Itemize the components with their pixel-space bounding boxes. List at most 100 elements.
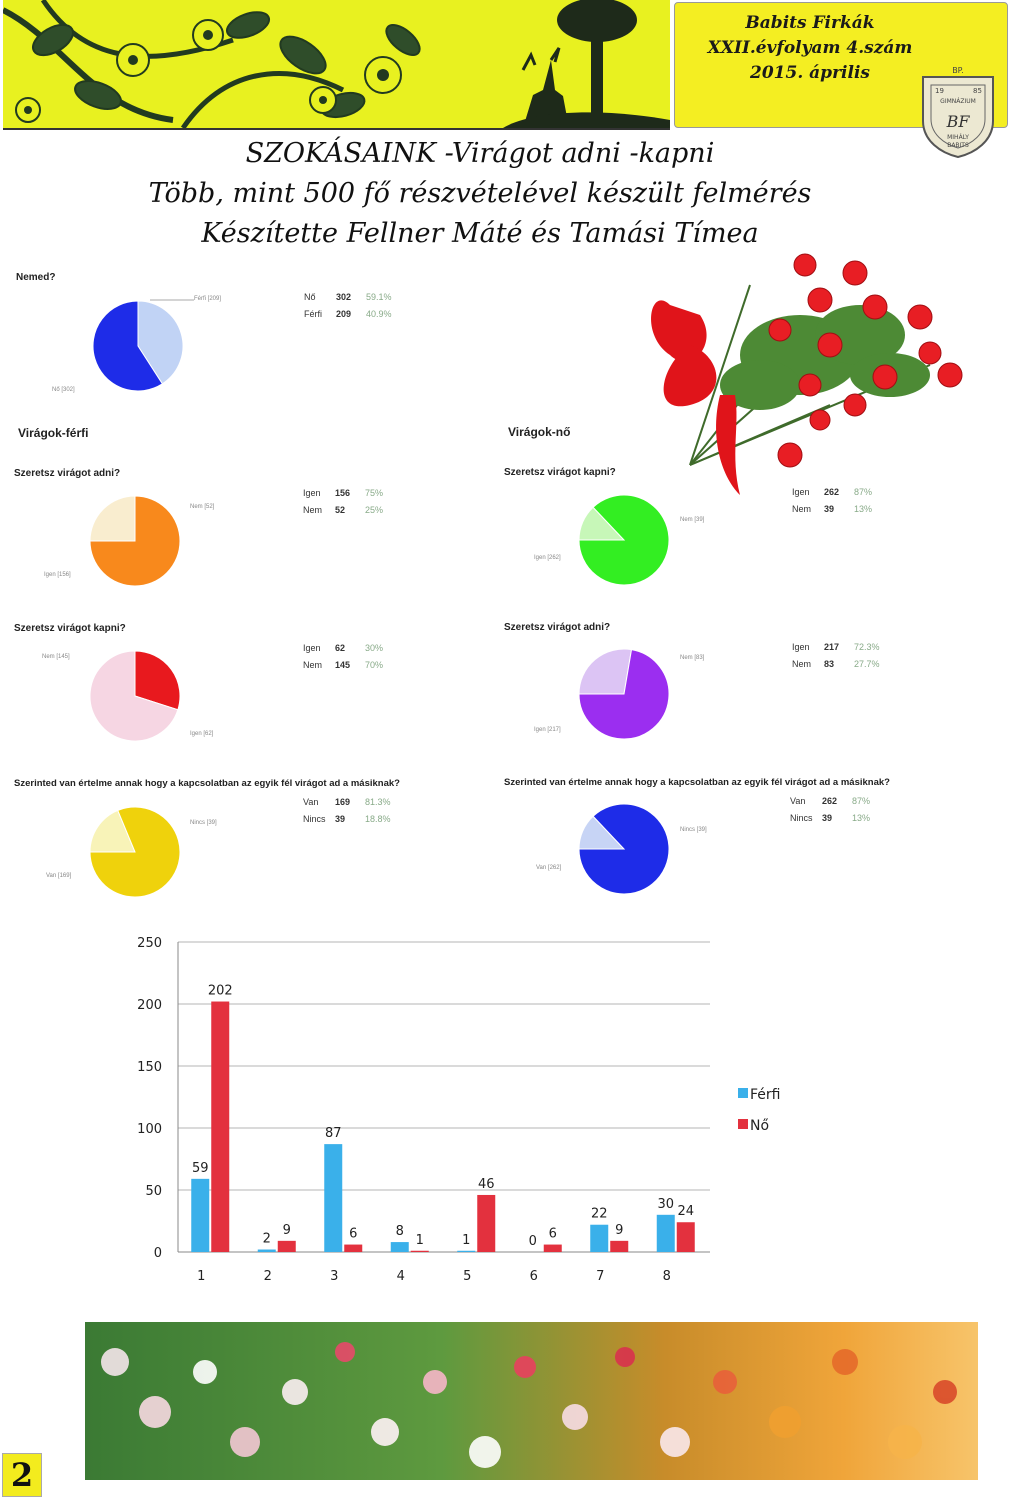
- pie-slice-nem: [578, 648, 633, 695]
- women-q3-question: Szerinted van értelme annak hogy a kapcs…: [504, 777, 890, 788]
- pie-gender: [92, 300, 184, 392]
- stats-count: 262: [824, 487, 840, 497]
- pie-slice-nem: [89, 495, 136, 542]
- x-tick-label: 1: [197, 1269, 205, 1284]
- pie-slice-igen: [134, 650, 181, 711]
- stats-count: 83: [824, 659, 835, 669]
- men-q3-slice-label-b: Van [169]: [46, 873, 72, 879]
- stats-row: Férfi 209 40.9%: [304, 309, 414, 323]
- stats-row: Igen 217 72.3%: [792, 642, 902, 656]
- bar-data-label: 6: [549, 1227, 557, 1242]
- bar-data-label: 59: [192, 1161, 209, 1176]
- women-q1-slice-label-b: Igen [262]: [534, 555, 561, 561]
- bar-data-label: 30: [657, 1197, 674, 1212]
- bar-nő: [676, 1222, 695, 1252]
- bar-data-label: 9: [283, 1223, 291, 1238]
- bar-férfi: [257, 1249, 276, 1252]
- rose-garden-illustration: [85, 1322, 978, 1480]
- stats-percent: 70%: [365, 660, 384, 670]
- legend-label-férfi: Férfi: [750, 1087, 780, 1103]
- seal-year-left: 19: [935, 87, 944, 95]
- stats-row: Igen 262 87%: [792, 487, 902, 501]
- bar-férfi: [590, 1224, 609, 1252]
- bar-data-label: 202: [208, 984, 233, 999]
- y-tick-label: 100: [137, 1122, 162, 1137]
- bar-chart: 0 50 100 150 200 250 59 202 1 2 9 2 87 6 3 8 1 4 1 46 5 0 6 6 22…: [130, 930, 830, 1290]
- x-tick-label: 7: [596, 1269, 604, 1284]
- header-banner: [3, 0, 670, 130]
- bar-nő: [610, 1240, 629, 1252]
- school-seal-logo: BP. 19 85 GIMNÁZIUM BF MIHÁLY BABITS: [922, 66, 994, 159]
- pie-women-q1-svg: [578, 494, 670, 586]
- article-title: SZOKÁSAINK -Virágot adni -kapni: [245, 138, 715, 169]
- bar-data-label: 1: [462, 1233, 470, 1248]
- bar-férfi: [656, 1214, 675, 1252]
- stats-count: 39: [335, 814, 346, 824]
- stats-percent: 25%: [365, 505, 384, 515]
- stats-row: Igen 62 30%: [303, 643, 413, 657]
- seal-top-text: BP.: [952, 66, 964, 75]
- stats-percent: 87%: [852, 796, 871, 806]
- pie-women-q3: [578, 803, 670, 895]
- stats-label: Nem: [303, 660, 323, 670]
- page-number: 2: [2, 1453, 42, 1497]
- x-tick-label: 6: [530, 1269, 538, 1284]
- stats-count: 39: [824, 504, 835, 514]
- legend-swatch-nő: [738, 1119, 748, 1129]
- stats-row: Van 169 81.3%: [303, 797, 413, 811]
- masthead-box: Babits Firkák XXII.évfolyam 4.szám 2015.…: [674, 2, 1008, 159]
- stats-percent: 27.7%: [854, 659, 880, 669]
- stats-count: 302: [336, 292, 352, 302]
- stats-count: 39: [822, 813, 833, 823]
- stats-label: Van: [790, 796, 806, 806]
- pie-men-q2-svg: [89, 650, 181, 742]
- stats-count: 262: [822, 796, 838, 806]
- pie-slice-van: [89, 806, 181, 898]
- x-tick-label: 3: [330, 1269, 338, 1284]
- women-q2-question: Szeretsz virágot adni?: [504, 622, 611, 633]
- pie-men-q3-svg: [89, 806, 181, 898]
- seal-word-gimnazium: GIMNÁZIUM: [940, 98, 976, 105]
- bar-nő: [543, 1244, 562, 1252]
- stats-count: 209: [336, 309, 352, 319]
- y-tick-label: 200: [137, 998, 162, 1013]
- pie-slice-nincs: [89, 809, 136, 853]
- rose-bouquet-illustration: [651, 253, 963, 495]
- pie-slice-nő: [92, 300, 164, 392]
- men-q2-question: Szeretsz virágot kapni?: [14, 623, 126, 634]
- stats-label: Nő: [304, 292, 316, 302]
- women-q3-slice-label-a: Nincs [39]: [680, 827, 707, 833]
- floral-banner-illustration: [3, 0, 670, 128]
- stats-count: 169: [335, 797, 351, 807]
- pie-men-q1: [89, 495, 181, 587]
- stats-percent: 13%: [854, 504, 873, 514]
- legend-label-nő: Nő: [750, 1118, 769, 1134]
- bar-data-label: 24: [677, 1204, 694, 1219]
- bar-data-label: 22: [591, 1207, 608, 1222]
- stats-label: Nem: [792, 504, 812, 514]
- pie-women-q1: [578, 494, 670, 586]
- men-q3-question: Szerinted van értelme annak hogy a kapcs…: [14, 778, 400, 789]
- pie-women-q3-svg: [578, 803, 670, 895]
- pie-women-q2-svg: [578, 648, 670, 740]
- bar-data-label: 8: [396, 1224, 404, 1239]
- pie-slice-igen: [89, 495, 181, 587]
- x-tick-label: 8: [663, 1269, 671, 1284]
- stats-percent: 81.3%: [365, 797, 391, 807]
- seal-word-mihaly: MIHÁLY: [947, 134, 969, 141]
- stats-percent: 40.9%: [366, 309, 392, 319]
- seal-initials: BF: [946, 112, 971, 131]
- stats-percent: 18.8%: [365, 814, 391, 824]
- bar-data-label: 0: [529, 1234, 537, 1249]
- gender-slice-label-a: Férfi [209]: [194, 296, 222, 302]
- gender-leader-lines: [150, 299, 194, 301]
- women-q2-slice-label-a: Nem [83]: [680, 655, 705, 661]
- x-tick-label: 4: [397, 1269, 405, 1284]
- stats-row: Nem 39 13%: [792, 504, 902, 518]
- bar-data-label: 87: [325, 1126, 342, 1141]
- issue-date: 2015. április: [750, 63, 870, 83]
- magazine-name: Babits Firkák: [745, 13, 875, 33]
- men-q3-slice-label-a: Nincs [39]: [190, 820, 217, 826]
- stats-row: Nem 145 70%: [303, 660, 413, 674]
